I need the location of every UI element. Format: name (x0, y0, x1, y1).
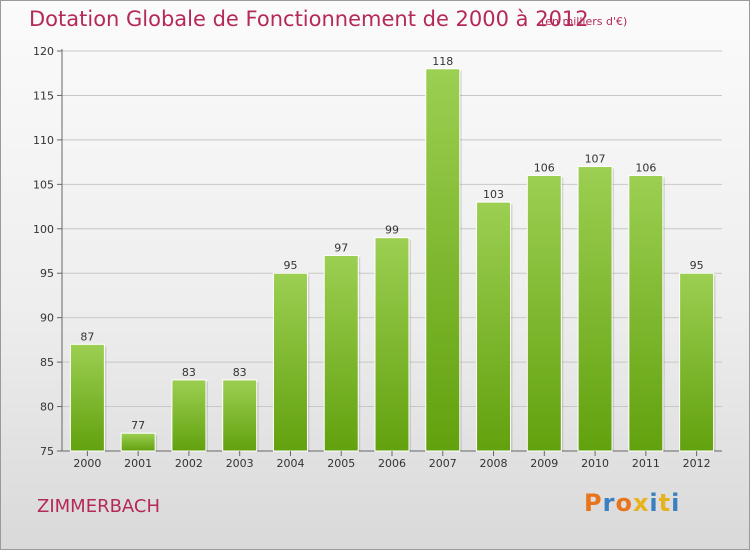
x-tick-label: 2012 (683, 457, 711, 470)
y-tick-label: 90 (40, 312, 54, 325)
bar (69, 343, 105, 452)
bar (272, 272, 308, 452)
logo-letter: t (658, 489, 672, 517)
chart-title: Dotation Globale de Fonctionnement de 20… (29, 7, 589, 31)
bar (222, 379, 258, 452)
data-label: 106 (635, 161, 656, 174)
bar (679, 272, 715, 452)
bar (171, 379, 207, 452)
bar (425, 68, 461, 452)
bar (476, 201, 512, 452)
y-tick-label: 85 (40, 356, 54, 369)
logo-letter: i (671, 489, 681, 517)
logo-letter: r (602, 489, 616, 517)
y-tick-label: 95 (40, 267, 54, 280)
x-tick-label: 2007 (429, 457, 457, 470)
data-label: 87 (80, 330, 94, 343)
data-label: 97 (334, 241, 348, 254)
data-label: 77 (131, 419, 145, 432)
data-label: 95 (690, 259, 704, 272)
x-tick-label: 2010 (581, 457, 609, 470)
x-tick-label: 2011 (632, 457, 660, 470)
logo-letter: x (632, 489, 650, 517)
bar (374, 237, 410, 452)
data-label: 107 (585, 153, 606, 166)
x-tick-label: 2005 (327, 457, 355, 470)
data-label: 83 (233, 366, 247, 379)
data-label: 95 (283, 259, 297, 272)
bar (323, 254, 359, 452)
x-tick-label: 2003 (226, 457, 254, 470)
y-tick-label: 115 (33, 89, 54, 102)
x-tick-label: 2008 (480, 457, 508, 470)
proxiti-logo: Proxiti (584, 489, 680, 517)
logo-letter: i (649, 489, 659, 517)
logo-letter: P (584, 489, 603, 517)
x-tick-label: 2006 (378, 457, 406, 470)
logo-letter: o (615, 489, 633, 517)
data-label: 103 (483, 188, 504, 201)
y-tick-label: 120 (33, 45, 54, 58)
data-label: 118 (432, 55, 453, 68)
data-label: 83 (182, 366, 196, 379)
y-tick-label: 75 (40, 445, 54, 458)
x-tick-label: 2002 (175, 457, 203, 470)
bar (577, 166, 613, 452)
x-tick-label: 2004 (276, 457, 304, 470)
y-tick-label: 105 (33, 178, 54, 191)
bar (526, 174, 562, 452)
y-tick-label: 110 (33, 134, 54, 147)
x-tick-label: 2000 (73, 457, 101, 470)
y-tick-label: 100 (33, 223, 54, 236)
data-label: 106 (534, 161, 555, 174)
bar (120, 432, 156, 452)
y-tick-label: 80 (40, 401, 54, 414)
commune-name: ZIMMERBACH (37, 496, 161, 517)
x-tick-label: 2001 (124, 457, 152, 470)
x-tick-label: 2009 (530, 457, 558, 470)
data-label: 99 (385, 224, 399, 237)
bar (628, 174, 664, 452)
chart-unit: (en milliers d'€) (541, 15, 628, 28)
